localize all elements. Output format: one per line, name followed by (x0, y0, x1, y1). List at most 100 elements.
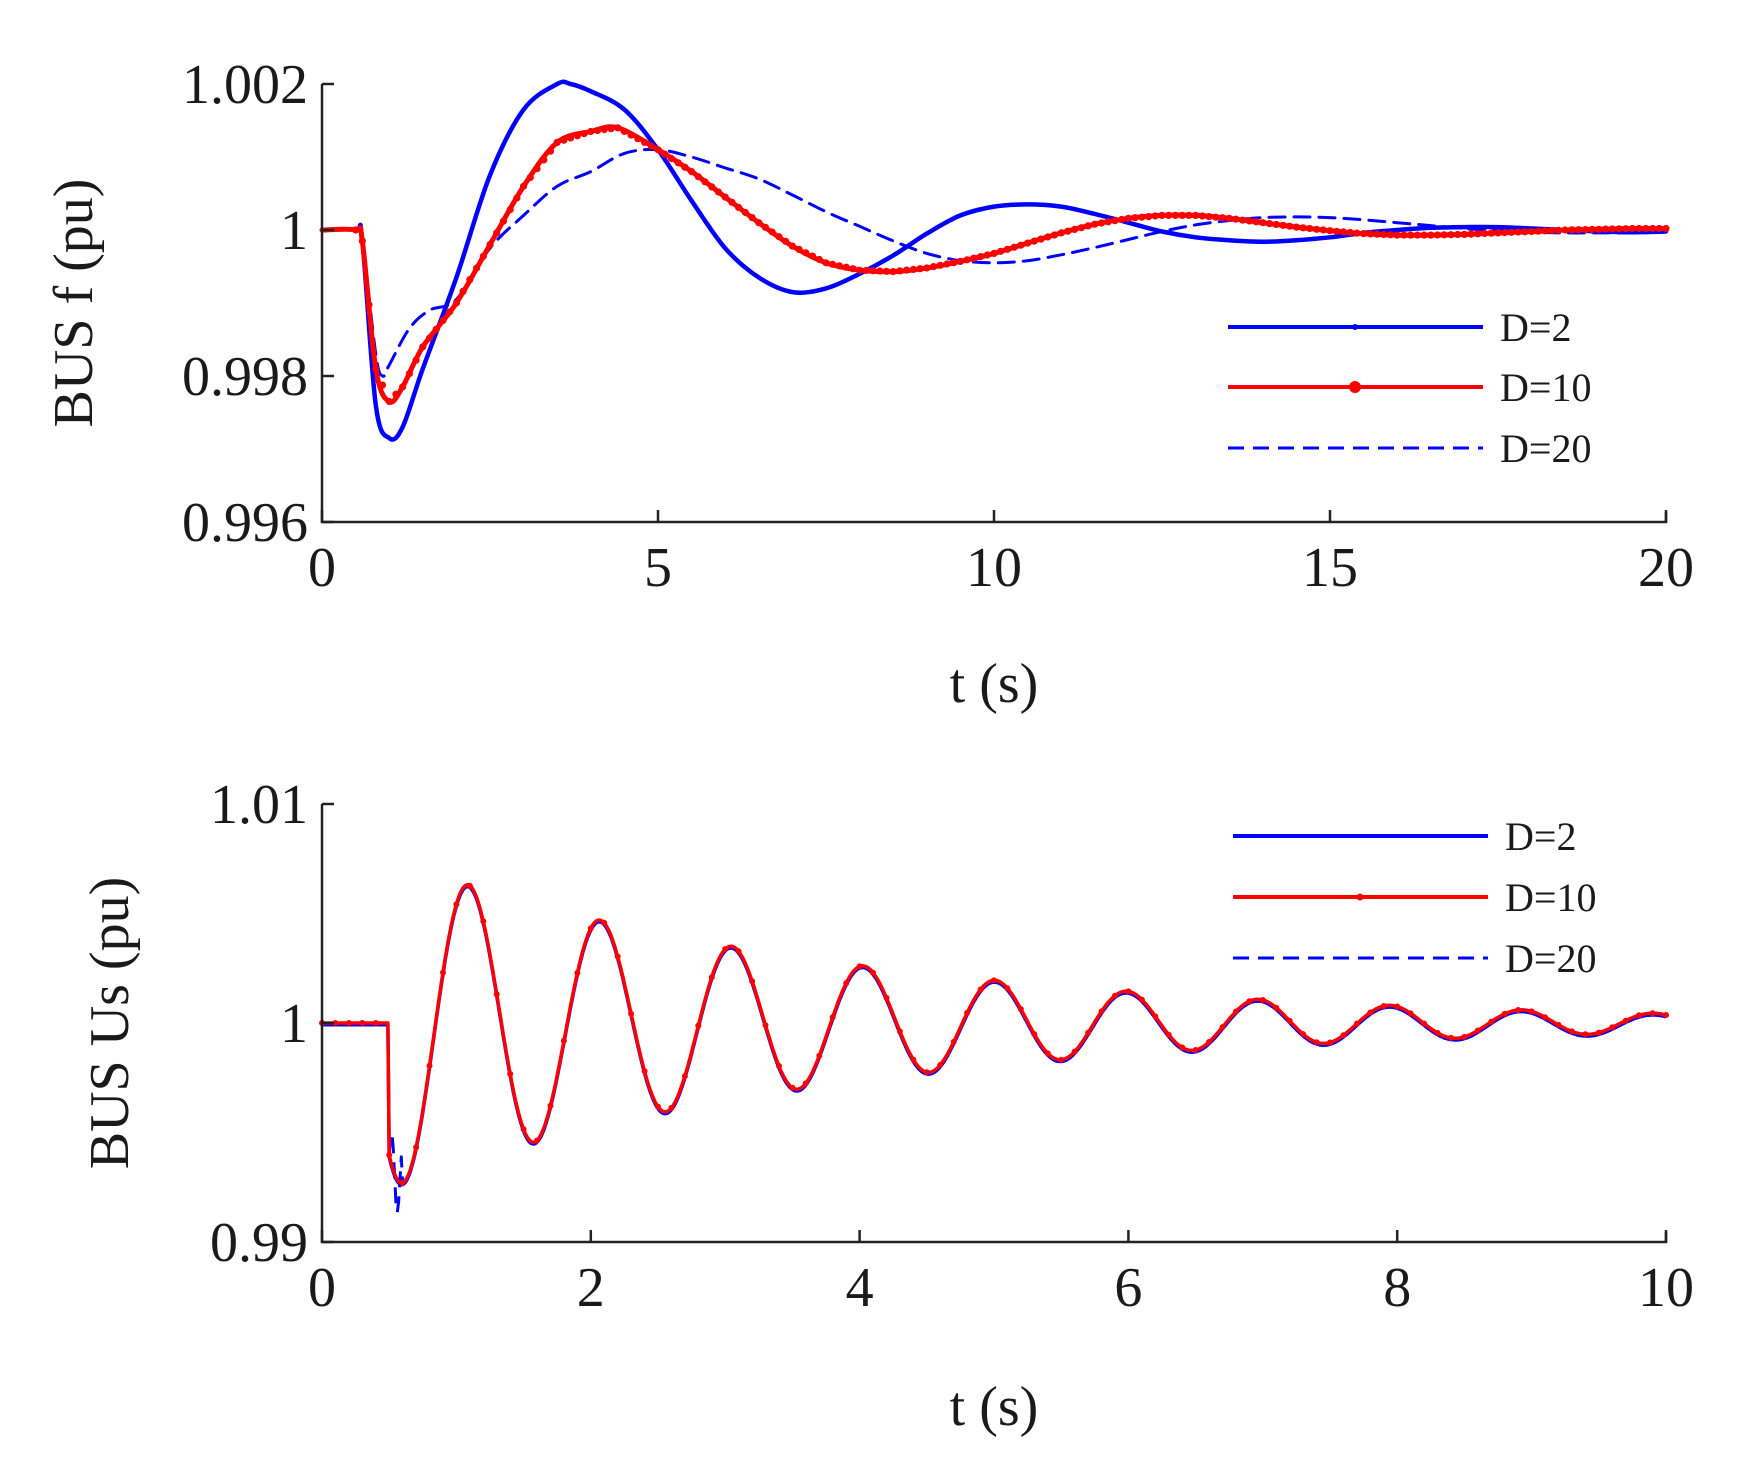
series-point-d10 (667, 154, 676, 163)
series-point-d10 (1346, 228, 1354, 237)
series-point-d10 (1420, 231, 1428, 239)
series-point-d10 (1031, 1031, 1038, 1038)
series-line-d10 (319, 124, 1669, 405)
series-point-d10 (1448, 1034, 1454, 1041)
x-tick-label: 10 (966, 537, 1022, 599)
series-point-d10 (1206, 1039, 1212, 1045)
series-point-d10 (802, 249, 810, 257)
series-point-d10 (950, 259, 958, 267)
series-point-d10 (1353, 1020, 1360, 1027)
series-point-d10 (1528, 227, 1536, 236)
series-point-d10 (560, 136, 568, 144)
series-point-d10 (1541, 227, 1549, 235)
series-point-d10 (970, 254, 978, 262)
series-point-d10 (600, 126, 608, 134)
series-point-d10 (1581, 226, 1589, 234)
series-point-d10 (1219, 1024, 1226, 1031)
series-point-d10 (1165, 211, 1173, 219)
series-point-d10 (520, 182, 528, 190)
series-point-d10 (1292, 223, 1300, 231)
series-point-d10 (399, 383, 407, 391)
series-point-d10 (1327, 1039, 1333, 1046)
series-point-d10 (1488, 1018, 1495, 1025)
series-point-d10 (956, 257, 965, 265)
series-point-d10 (1017, 241, 1025, 249)
voltage-x-axis-label: t (s) (950, 1376, 1039, 1438)
series-point-d10 (1246, 998, 1253, 1005)
series-point-d10 (473, 264, 481, 272)
series-point-d10 (1112, 992, 1118, 999)
series-point-d10 (1440, 231, 1448, 239)
series-point-d10 (1313, 225, 1321, 233)
series-point-d10 (432, 325, 440, 333)
series-point-d10 (910, 1056, 917, 1063)
series-point-d10 (1427, 231, 1435, 239)
series-point-d10 (963, 256, 971, 264)
series-point-d10 (1360, 230, 1368, 238)
series-point-d10 (607, 125, 615, 133)
series-point-d10 (412, 356, 420, 364)
legend-marker-d10 (1356, 893, 1364, 901)
series-point-d10 (540, 156, 548, 164)
series-point-d10 (916, 265, 924, 273)
series-point-d10 (1534, 227, 1542, 235)
series-point-d10 (1299, 224, 1307, 232)
series-point-d10 (1111, 217, 1119, 225)
series-point-d10 (439, 316, 447, 325)
series-point-d10 (1608, 225, 1616, 233)
series-point-d10 (735, 948, 742, 955)
series-point-d10 (1010, 243, 1018, 251)
series-point-d10 (1380, 1003, 1387, 1009)
series-point-d10 (870, 969, 876, 976)
series-point-d10 (674, 159, 682, 167)
series-point-d10 (419, 343, 427, 351)
series-point-d10 (695, 1022, 702, 1029)
series-point-d10 (681, 163, 689, 171)
series-point-d10 (937, 1062, 944, 1068)
series-point-d10 (1252, 218, 1260, 226)
series-point-d10 (1554, 226, 1563, 234)
series-point-d10 (1218, 214, 1227, 222)
series-point-d10 (1393, 231, 1401, 239)
series-point-d10 (1635, 224, 1643, 233)
series-point-d10 (722, 946, 729, 953)
series-point-d10 (1649, 1010, 1656, 1017)
series-line-d20 (321, 883, 1667, 1214)
series-point-d10 (1071, 1048, 1078, 1055)
legend-label-d2: D=2 (1505, 814, 1576, 859)
series-point-d10 (1050, 231, 1059, 239)
series-point-d10 (1542, 1014, 1548, 1021)
x-tick-label: 10 (1638, 1257, 1694, 1319)
series-point-d10 (1622, 1017, 1629, 1024)
series-point-d10 (1407, 231, 1415, 239)
legend-label-d20: D=20 (1505, 936, 1596, 981)
series-point-d10 (1044, 1050, 1051, 1057)
series-point-d10 (843, 980, 850, 987)
series-point-d10 (668, 1104, 675, 1111)
series-point-d10 (1151, 212, 1159, 220)
series-point-d10 (842, 263, 850, 271)
series-point-d10 (1487, 229, 1495, 237)
series-point-d10 (426, 1062, 433, 1069)
series-point-d10 (507, 1070, 514, 1077)
series-point-d10 (345, 1020, 352, 1026)
series-point-d10 (708, 974, 715, 981)
series-point-d10 (493, 229, 501, 237)
series-point-d10 (1460, 230, 1468, 238)
series-point-d10 (1548, 227, 1556, 235)
series-point-d10 (741, 208, 750, 217)
series-point-d10 (1642, 224, 1650, 233)
series-point-d10 (654, 146, 662, 154)
series-point-d10 (923, 264, 931, 272)
series-point-d10 (1178, 211, 1186, 219)
series-point-d10 (1198, 212, 1206, 220)
series-point-d10 (547, 1102, 554, 1109)
series-point-d10 (1279, 221, 1287, 229)
series-point-d10 (1434, 1029, 1441, 1036)
series-point-d10 (479, 252, 487, 260)
x-tick-label: 0 (308, 1257, 336, 1319)
series-point-d10 (372, 1020, 379, 1026)
voltage-axes (320, 804, 1668, 1244)
y-tick-label: 1.01 (210, 774, 308, 836)
series-point-d10 (534, 1137, 540, 1144)
